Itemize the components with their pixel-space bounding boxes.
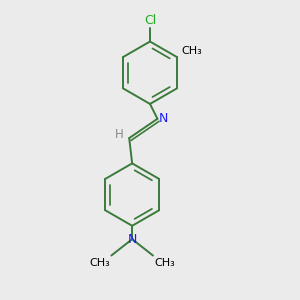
Text: CH₃: CH₃ [89,258,110,268]
Text: H: H [115,128,124,141]
Text: CH₃: CH₃ [154,258,175,268]
Text: N: N [159,112,168,125]
Text: Cl: Cl [144,14,156,27]
Text: CH₃: CH₃ [182,46,202,56]
Text: N: N [128,233,137,246]
